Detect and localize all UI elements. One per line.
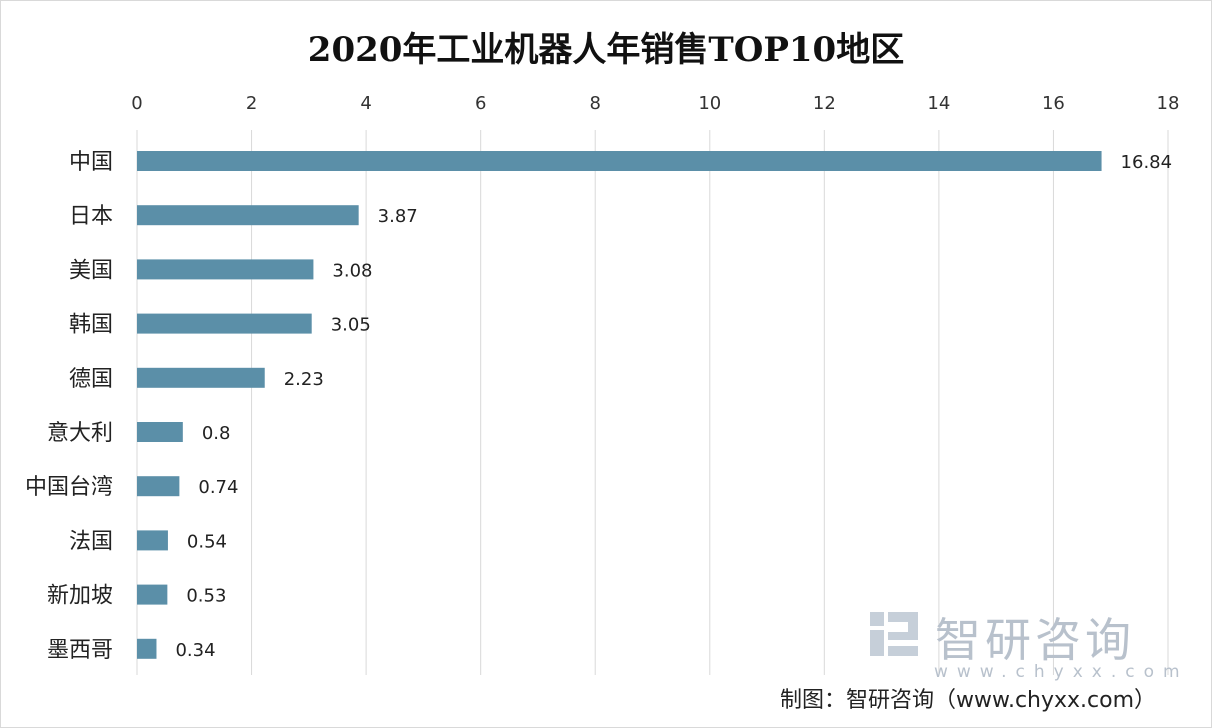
x-tick-label: 18 [1157, 93, 1180, 114]
bar [137, 638, 157, 659]
bar [137, 313, 312, 334]
bar [137, 584, 168, 605]
bar [137, 205, 359, 226]
data-label: 0.74 [198, 477, 238, 498]
category-label: 墨西哥 [47, 638, 113, 663]
category-label: 新加坡 [47, 584, 113, 609]
gridlines [136, 130, 1169, 675]
bar [137, 476, 180, 497]
bar [137, 151, 1102, 171]
x-tick-label: 14 [927, 93, 950, 114]
data-label: 0.34 [175, 640, 215, 661]
x-tick-label: 6 [475, 93, 486, 114]
category-label: 美国 [69, 258, 113, 283]
bar [137, 530, 168, 551]
x-tick-label: 10 [698, 93, 721, 114]
bar [137, 367, 265, 388]
x-tick-label: 12 [813, 93, 836, 114]
bars [137, 151, 1102, 659]
category-label: 中国 [69, 150, 113, 175]
data-label: 2.23 [284, 369, 324, 390]
data-label: 3.08 [332, 260, 372, 281]
data-labels: 16.84 3.87 3.08 3.05 2.23 0.8 0.74 0.54 0.53 0.34 [175, 152, 1172, 661]
data-label: 0.8 [202, 423, 231, 444]
category-label: 日本 [69, 204, 113, 229]
data-label: 0.53 [186, 586, 226, 607]
watermark-brand: 智研咨询 [935, 613, 1135, 667]
x-tick-label: 2 [246, 93, 257, 114]
data-label: 0.54 [187, 531, 227, 552]
category-label: 中国台湾 [25, 475, 113, 500]
category-label: 韩国 [69, 313, 113, 338]
chart-title: 2020年工业机器人年销售TOP10地区 [307, 30, 905, 70]
x-tick-label: 8 [589, 93, 600, 114]
data-label: 16.84 [1121, 152, 1173, 173]
x-tick-label: 16 [1042, 93, 1065, 114]
bar [137, 422, 183, 442]
chyxx-logo-icon [870, 612, 918, 656]
watermark-url: www.chyxx.com [934, 662, 1189, 682]
x-tick-label: 4 [360, 93, 371, 114]
category-label: 法国 [69, 529, 113, 554]
source-note: 制图：智研咨询（www.chyxx.com） [780, 688, 1157, 713]
category-label: 意大利 [47, 421, 113, 446]
data-label: 3.87 [378, 206, 418, 227]
category-label: 德国 [69, 367, 113, 392]
x-axis-ticks: 0 2 4 6 8 10 12 14 16 18 [131, 93, 1179, 114]
x-tick-label: 0 [131, 93, 142, 114]
data-label: 3.05 [331, 315, 371, 336]
bar [137, 259, 314, 280]
